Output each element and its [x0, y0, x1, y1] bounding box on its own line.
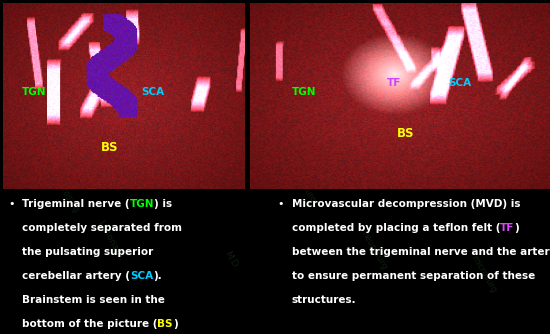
Text: M.D.: M.D.	[134, 76, 152, 98]
Text: Farhadi,: Farhadi,	[345, 16, 370, 51]
Text: microsurg: microsurg	[52, 173, 80, 214]
Text: M.D.: M.D.	[393, 69, 410, 91]
Text: ): )	[514, 223, 519, 233]
Text: ) is: ) is	[154, 199, 172, 209]
Text: Farhadi,: Farhadi,	[97, 22, 123, 58]
Text: cerebellar artery (: cerebellar artery (	[22, 271, 130, 281]
Text: TGN: TGN	[130, 199, 154, 209]
Text: completely separated from: completely separated from	[22, 223, 182, 233]
Text: SCA: SCA	[141, 87, 164, 97]
Text: neurosurg: neurosurg	[167, 130, 196, 171]
Text: SCA: SCA	[130, 271, 153, 281]
Text: completed by placing a teflon felt (: completed by placing a teflon felt (	[292, 223, 500, 233]
Text: neurosurg: neurosurg	[24, 79, 53, 121]
Text: TF: TF	[500, 223, 514, 233]
Text: Brainstem is seen in the: Brainstem is seen in the	[22, 295, 165, 305]
Text: neurosurg: neurosurg	[436, 113, 466, 154]
Text: microsurg: microsurg	[288, 163, 317, 204]
Text: www.micr: www.micr	[317, 102, 343, 139]
Text: TGN: TGN	[22, 87, 46, 97]
Text: structures.: structures.	[292, 295, 356, 305]
Text: Limonadi,: Limonadi,	[95, 219, 125, 262]
Text: ).: ).	[153, 271, 162, 281]
Text: microsurg: microsurg	[470, 254, 498, 294]
Text: Limonadi,: Limonadi,	[194, 29, 224, 71]
Text: to ensure permanent separation of these: to ensure permanent separation of these	[292, 271, 535, 281]
Text: bottom of the picture (: bottom of the picture (	[22, 319, 157, 329]
Text: •: •	[278, 199, 284, 209]
Text: Limonadi,: Limonadi,	[453, 39, 482, 81]
Text: TF: TF	[387, 78, 402, 88]
Text: ): )	[173, 319, 178, 329]
Text: SCA: SCA	[448, 78, 472, 88]
Text: BS: BS	[157, 319, 173, 329]
Text: •: •	[8, 199, 15, 209]
Text: Limonadi,: Limonadi,	[2, 39, 31, 81]
Text: the pulsating superior: the pulsating superior	[22, 247, 153, 257]
Text: M.D.: M.D.	[222, 249, 240, 272]
Text: BS: BS	[101, 141, 118, 154]
Text: BS: BS	[397, 127, 415, 140]
Text: neurosurg: neurosurg	[359, 230, 389, 271]
Text: TGN: TGN	[292, 87, 316, 97]
Text: between the trigeminal nerve and the artery: between the trigeminal nerve and the art…	[292, 247, 550, 257]
Text: Microvascular decompression (MVD) is: Microvascular decompression (MVD) is	[292, 199, 520, 209]
Text: www.micr: www.micr	[75, 102, 101, 139]
Text: Trigeminal nerve (: Trigeminal nerve (	[22, 199, 130, 209]
